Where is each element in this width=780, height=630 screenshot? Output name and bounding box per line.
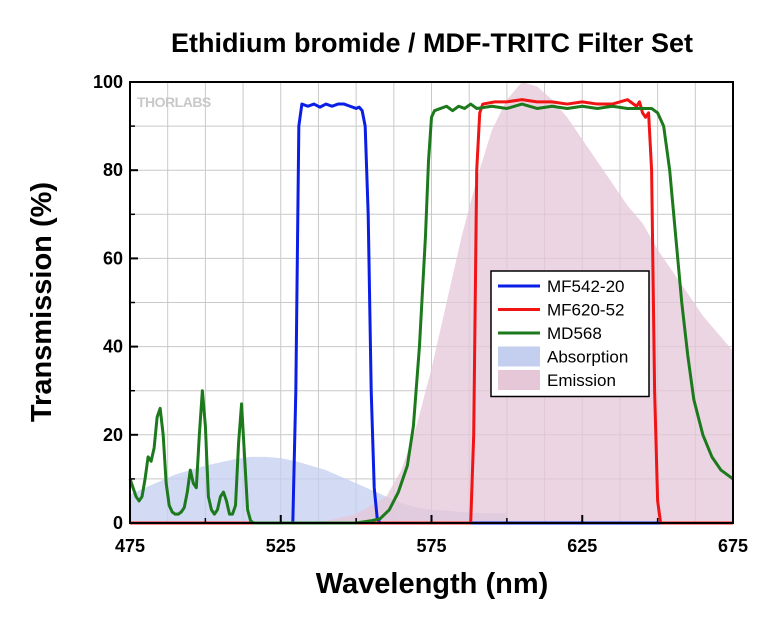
y-tick-label: 0 [113, 513, 123, 533]
x-tick-label: 475 [115, 536, 145, 556]
x-tick-label: 575 [416, 536, 446, 556]
y-tick-label: 40 [103, 337, 123, 357]
y-tick-label: 60 [103, 248, 123, 268]
y-tick-label: 80 [103, 160, 123, 180]
legend-label: Absorption [547, 348, 628, 367]
x-tick-label: 525 [266, 536, 296, 556]
legend-label: MF620-52 [547, 301, 624, 320]
legend-swatch [498, 370, 540, 390]
y-axis-title: Transmission (%) [26, 182, 58, 422]
legend-swatch [498, 346, 540, 367]
mf542-20-line [130, 102, 733, 525]
legend-label: MD568 [547, 324, 602, 343]
absorption-area [130, 456, 509, 523]
x-tick-label: 675 [718, 536, 748, 556]
mf620-52-line [130, 98, 733, 525]
chart-title: Ethidium bromide / MDF-TRITC Filter Set [171, 28, 693, 58]
y-tick-label: 100 [93, 72, 123, 92]
legend-label: Emission [547, 371, 616, 390]
x-tick-label: 625 [567, 536, 597, 556]
axis-ticks: 475 525 575 625 675 0 20 40 60 80 100 [93, 72, 748, 556]
x-axis-title: Wavelength (nm) [316, 568, 549, 600]
legend-label: MF542-20 [547, 277, 624, 296]
y-tick-label: 20 [103, 425, 123, 445]
legend: MF542-20 MF620-52 MD568 Absorption Emission [490, 270, 650, 398]
thorlabs-watermark: THORLABS [137, 94, 211, 110]
